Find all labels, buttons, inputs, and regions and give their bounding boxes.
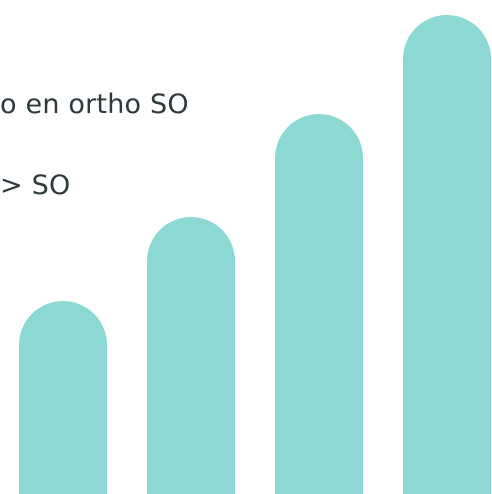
bar-4 [403, 15, 491, 494]
bar-3 [275, 114, 363, 494]
bar-2 [147, 217, 235, 494]
bar-1 [19, 301, 107, 494]
text-line-2: > SO [0, 170, 71, 201]
text-line-1: o en ortho SO [0, 89, 189, 120]
